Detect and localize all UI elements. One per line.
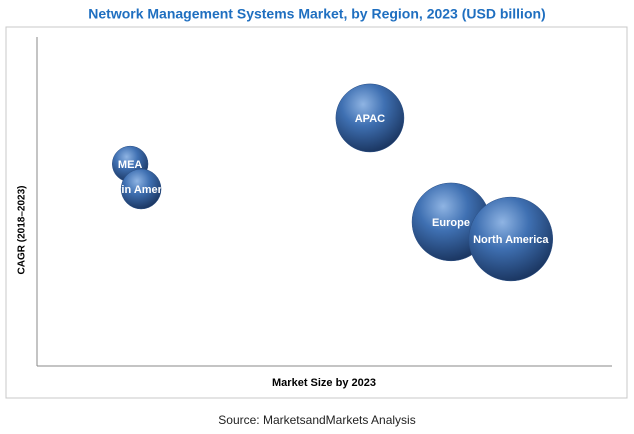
bubble-label: North America <box>473 234 549 246</box>
y-axis-label: CAGR (2018–2023) <box>17 186 28 275</box>
bubble <box>120 168 162 210</box>
chart-frame <box>5 26 628 399</box>
bubble-label: APAC <box>355 113 385 125</box>
bubble-label: Latin America <box>105 184 178 196</box>
bubble <box>468 196 553 282</box>
bubble <box>335 83 405 153</box>
source-note: Source: MarketsandMarkets Analysis <box>218 413 415 427</box>
bubble-label: MEA <box>118 159 143 171</box>
chart-title: Network Management Systems Market, by Re… <box>88 6 545 22</box>
bubble-label: Europe <box>432 217 470 229</box>
x-axis-label: Market Size by 2023 <box>272 377 376 389</box>
